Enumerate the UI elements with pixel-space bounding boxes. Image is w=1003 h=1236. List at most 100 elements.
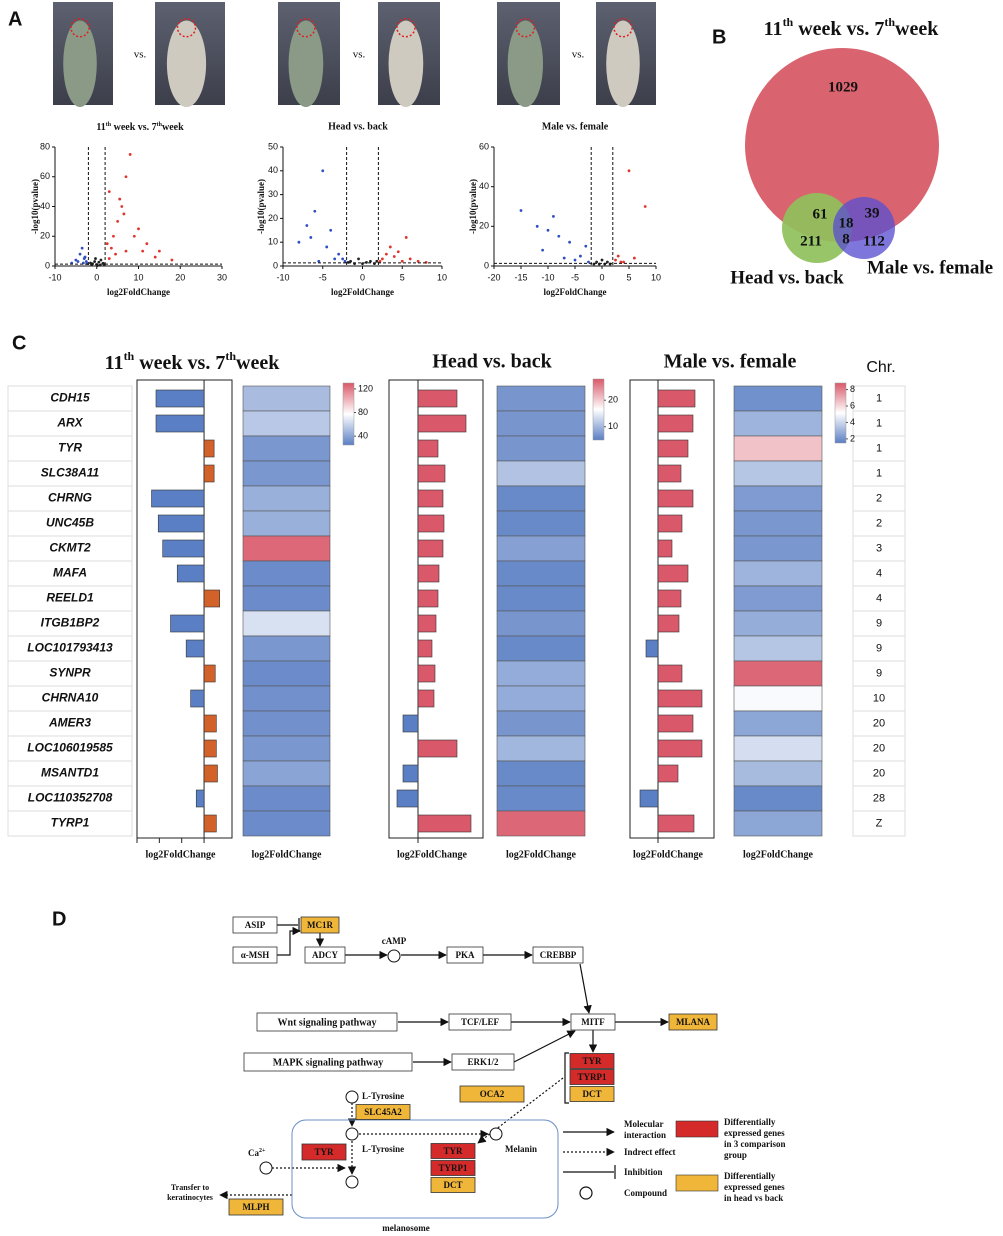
bar (657, 764, 679, 783)
gene-cell (7, 485, 133, 512)
heat-cell (496, 485, 586, 512)
vs-label: vs. (353, 49, 366, 61)
x-tick-label: -5 (319, 272, 327, 282)
point (633, 256, 636, 260)
point (170, 258, 174, 262)
chr-label: 1 (876, 442, 882, 454)
venn-count: 1029 (828, 79, 858, 95)
pathway-node-label: MAPK signaling pathway (273, 1057, 384, 1068)
pathway-label: keratinocytes (167, 1193, 213, 1202)
pathway-node-label: TYR (443, 1146, 463, 1156)
gene-label: CHRNA10 (42, 691, 99, 705)
heat-cell (733, 485, 823, 512)
bar (417, 589, 439, 608)
heat-cell (242, 760, 331, 787)
point (93, 260, 97, 263)
pathway-node (430, 1143, 476, 1159)
x-tick-label: -10 (276, 272, 289, 282)
pathway-node (228, 1198, 284, 1216)
heat-cell (733, 435, 823, 462)
text-part: week (895, 18, 939, 40)
chr-cell (852, 610, 906, 637)
colorbar-label: 20 (608, 395, 618, 405)
point (305, 224, 309, 227)
chr-label: 3 (876, 542, 882, 554)
compound (345, 1090, 359, 1104)
gene-label: ITGB1BP2 (41, 616, 100, 630)
x-tick-label: 10 (437, 272, 447, 282)
text-part: 11 (96, 122, 105, 133)
legend-label: Indrect effect (624, 1147, 676, 1157)
gene-cell (7, 410, 133, 437)
photo-subject (288, 20, 324, 108)
pathway-node (243, 1052, 413, 1072)
heat-cell (733, 385, 823, 412)
point (416, 259, 420, 263)
point (552, 215, 555, 218)
heat-cell (733, 585, 823, 612)
y-axis-label: -log10(pvalue) (468, 179, 478, 234)
y-tick-label: 60 (479, 141, 489, 151)
x-axis-label: log2FoldChange (633, 849, 704, 860)
point (137, 227, 140, 231)
heat-cell (496, 535, 586, 562)
point (573, 258, 577, 262)
panel-label: C (12, 332, 26, 354)
bar (657, 689, 703, 708)
bar (195, 789, 205, 808)
bar (155, 414, 205, 433)
text-part: th (884, 15, 895, 29)
text-part: week vs. 7 (134, 352, 225, 374)
venn-count: 8 (842, 231, 850, 247)
bar (657, 664, 683, 683)
point (349, 259, 352, 263)
bar (176, 564, 205, 583)
bar (402, 764, 419, 783)
pathway-node (301, 1143, 347, 1161)
gene-label: SYNPR (49, 666, 91, 680)
panel-label: B (712, 26, 726, 48)
point (337, 252, 341, 256)
compound (345, 1127, 359, 1141)
y-tick-label: 20 (268, 213, 278, 223)
pathway-node (232, 946, 278, 964)
heat-cell (242, 685, 331, 712)
bar (417, 414, 467, 433)
colorbar-label: 4 (850, 417, 855, 427)
chr-cell (852, 435, 906, 462)
point (97, 260, 101, 264)
point (378, 259, 382, 263)
y-tick-label: 40 (268, 165, 278, 175)
colorbar (342, 382, 355, 446)
heat-cell (733, 510, 823, 537)
chr-cell (852, 685, 906, 712)
gene-label: UNC45B (46, 516, 94, 530)
pathway-node (532, 946, 584, 964)
point (584, 244, 588, 248)
bar (417, 689, 435, 708)
plot-title: Male vs. female (542, 121, 609, 132)
bar (203, 764, 218, 783)
gene-label: TYR (58, 441, 82, 455)
point (404, 236, 408, 239)
point (309, 236, 313, 239)
pathway-node-label: ADCY (312, 950, 338, 960)
text-part: week vs. 7 (111, 122, 157, 133)
pathway-node (300, 916, 340, 934)
pathway-node-label: SLC45A2 (364, 1107, 402, 1117)
y-tick-label: 60 (40, 171, 50, 181)
heat-cell (242, 660, 331, 687)
pathway-node (256, 1012, 398, 1032)
heat-cell (733, 785, 823, 812)
pathway-node (232, 916, 278, 934)
pathway-node (569, 1053, 615, 1069)
photo-subject (507, 20, 543, 108)
bar (155, 389, 205, 408)
chr-label: 9 (876, 642, 882, 654)
heat-cell (496, 585, 586, 612)
pathway-node-label: MLANA (676, 1017, 710, 1027)
photo-marker (176, 18, 197, 38)
y-tick-label: 40 (479, 181, 489, 191)
heat-cell (496, 660, 586, 687)
